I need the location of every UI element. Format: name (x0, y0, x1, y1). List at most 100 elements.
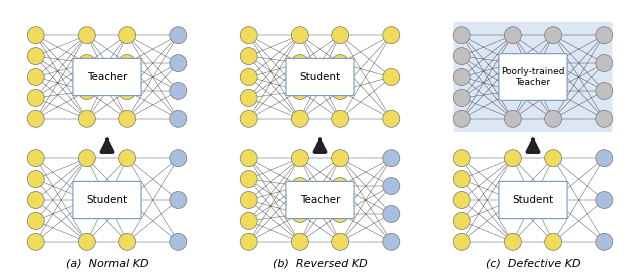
Circle shape (240, 110, 257, 127)
Circle shape (453, 48, 470, 65)
Circle shape (383, 233, 400, 250)
Circle shape (291, 178, 308, 194)
Circle shape (453, 89, 470, 106)
Circle shape (78, 27, 95, 44)
Circle shape (78, 233, 95, 250)
Circle shape (383, 110, 400, 127)
Circle shape (545, 55, 562, 72)
Circle shape (383, 27, 400, 44)
Circle shape (118, 82, 136, 100)
FancyBboxPatch shape (28, 145, 186, 255)
Text: (a)  Normal KD: (a) Normal KD (66, 259, 148, 269)
Circle shape (453, 69, 470, 85)
Circle shape (332, 110, 349, 127)
Circle shape (545, 233, 562, 250)
Circle shape (240, 69, 257, 85)
Circle shape (504, 110, 522, 127)
Circle shape (504, 150, 522, 167)
Circle shape (291, 205, 308, 222)
Circle shape (291, 110, 308, 127)
Circle shape (170, 82, 187, 100)
Circle shape (240, 150, 257, 167)
Circle shape (383, 205, 400, 222)
Circle shape (332, 233, 349, 250)
Text: Teacher: Teacher (300, 195, 340, 205)
Circle shape (453, 212, 470, 229)
Circle shape (27, 27, 44, 44)
Text: Student: Student (300, 72, 340, 82)
Circle shape (596, 150, 613, 167)
Circle shape (453, 150, 470, 167)
Circle shape (27, 191, 44, 209)
Circle shape (78, 191, 95, 209)
Circle shape (383, 150, 400, 167)
Circle shape (504, 27, 522, 44)
FancyBboxPatch shape (454, 145, 612, 255)
Circle shape (596, 233, 613, 250)
Circle shape (383, 69, 400, 85)
Text: Poorly-trained
Teacher: Poorly-trained Teacher (501, 67, 564, 87)
FancyBboxPatch shape (499, 54, 567, 100)
Circle shape (170, 150, 187, 167)
Circle shape (240, 233, 257, 250)
Circle shape (27, 89, 44, 106)
Circle shape (453, 171, 470, 188)
FancyBboxPatch shape (241, 145, 399, 255)
Circle shape (596, 191, 613, 209)
Circle shape (291, 55, 308, 72)
FancyBboxPatch shape (499, 181, 567, 219)
Circle shape (504, 233, 522, 250)
Circle shape (545, 82, 562, 100)
Circle shape (545, 191, 562, 209)
Circle shape (240, 27, 257, 44)
Circle shape (453, 191, 470, 209)
Circle shape (118, 191, 136, 209)
FancyBboxPatch shape (241, 22, 399, 132)
Circle shape (27, 233, 44, 250)
Circle shape (78, 150, 95, 167)
Circle shape (332, 27, 349, 44)
Circle shape (170, 191, 187, 209)
Circle shape (291, 82, 308, 100)
Circle shape (170, 55, 187, 72)
Circle shape (332, 55, 349, 72)
Circle shape (27, 212, 44, 229)
FancyBboxPatch shape (454, 22, 612, 132)
Text: Student: Student (86, 195, 127, 205)
Circle shape (504, 55, 522, 72)
Circle shape (383, 178, 400, 194)
Circle shape (170, 110, 187, 127)
Circle shape (545, 27, 562, 44)
Circle shape (170, 27, 187, 44)
Circle shape (504, 191, 522, 209)
Text: Student: Student (513, 195, 554, 205)
Text: (c)  Defective KD: (c) Defective KD (486, 259, 580, 269)
Circle shape (240, 191, 257, 209)
Circle shape (170, 233, 187, 250)
Text: (b)  Reversed KD: (b) Reversed KD (273, 259, 367, 269)
Circle shape (27, 150, 44, 167)
Circle shape (118, 150, 136, 167)
Circle shape (291, 150, 308, 167)
Circle shape (27, 171, 44, 188)
Circle shape (240, 212, 257, 229)
Circle shape (118, 110, 136, 127)
Circle shape (240, 48, 257, 65)
Circle shape (545, 110, 562, 127)
Circle shape (453, 233, 470, 250)
Circle shape (596, 55, 613, 72)
Text: Teacher: Teacher (87, 72, 127, 82)
Circle shape (240, 89, 257, 106)
Circle shape (332, 205, 349, 222)
Circle shape (596, 82, 613, 100)
Circle shape (27, 69, 44, 85)
Circle shape (453, 27, 470, 44)
FancyBboxPatch shape (286, 181, 354, 219)
FancyBboxPatch shape (73, 58, 141, 95)
Circle shape (332, 150, 349, 167)
Circle shape (240, 171, 257, 188)
Circle shape (291, 27, 308, 44)
Circle shape (453, 110, 470, 127)
Circle shape (332, 82, 349, 100)
FancyBboxPatch shape (286, 58, 354, 95)
